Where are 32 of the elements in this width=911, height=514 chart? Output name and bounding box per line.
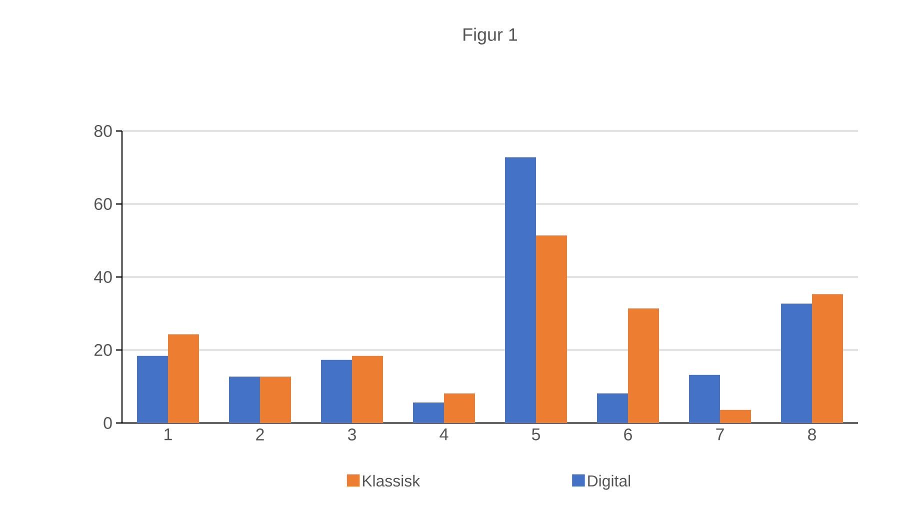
x-tick-label: 3 <box>348 428 356 441</box>
y-tick-label: 80 <box>94 125 112 137</box>
bar <box>352 356 384 423</box>
bar <box>505 157 536 423</box>
y-tick-label: 0 <box>104 417 112 429</box>
legend-label: Digital <box>588 474 630 490</box>
bar <box>168 334 199 423</box>
bar <box>413 402 444 423</box>
bar <box>628 308 660 423</box>
x-tick-label: 8 <box>808 428 816 441</box>
bar <box>137 356 168 423</box>
x-tick-label: 6 <box>624 428 632 441</box>
x-tick-label: 2 <box>256 428 264 440</box>
bar <box>229 376 260 423</box>
bar <box>720 410 752 423</box>
x-tick-label: 1 <box>164 428 172 440</box>
x-tick-label: 7 <box>716 428 724 440</box>
bar <box>597 393 628 423</box>
bar <box>536 235 568 423</box>
x-tick-label: 4 <box>440 428 448 440</box>
x-tick-label: 5 <box>532 428 540 440</box>
bar <box>781 304 812 423</box>
legend-label: Klassisk <box>362 474 420 487</box>
bar <box>260 376 292 423</box>
bar <box>321 360 352 423</box>
y-tick-label: 40 <box>94 271 112 283</box>
y-tick-label: 20 <box>94 344 112 356</box>
chart-title: Figur 1 <box>464 28 518 44</box>
bar <box>444 393 476 423</box>
y-tick-label: 60 <box>94 198 112 210</box>
bar <box>812 294 844 423</box>
bar <box>689 374 720 423</box>
